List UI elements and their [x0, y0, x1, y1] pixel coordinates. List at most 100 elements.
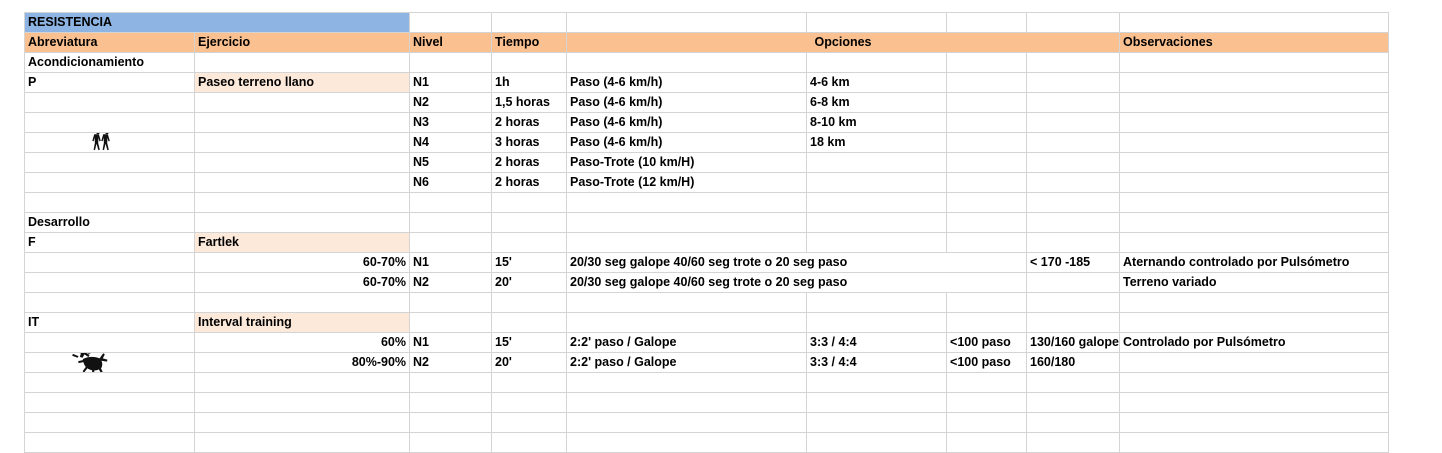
empty-cell[interactable] — [946, 72, 1028, 93]
empty-cell[interactable] — [1119, 112, 1390, 133]
cell-opciones4[interactable]: < 170 -185 — [1026, 252, 1121, 273]
empty-cell[interactable] — [1026, 172, 1121, 193]
empty-cell[interactable] — [193, 92, 411, 113]
empty-cell[interactable] — [946, 312, 1028, 333]
empty-cell[interactable] — [409, 292, 493, 313]
cell-opciones4[interactable]: 130/160 galope — [1026, 332, 1121, 353]
empty-cell[interactable] — [24, 172, 195, 193]
empty-cell[interactable] — [1026, 112, 1121, 133]
empty-cell[interactable] — [1026, 392, 1121, 413]
empty-cell[interactable] — [1026, 212, 1121, 233]
empty-cell[interactable] — [806, 432, 948, 453]
empty-cell[interactable] — [409, 12, 493, 33]
empty-cell[interactable] — [806, 232, 948, 253]
cell-ejercicio[interactable]: Interval training — [193, 312, 411, 333]
empty-cell[interactable] — [946, 112, 1028, 133]
empty-cell[interactable] — [566, 312, 808, 333]
cell-nivel[interactable]: N3 — [409, 112, 493, 133]
empty-cell[interactable] — [566, 232, 808, 253]
cell-tiempo[interactable]: 1h — [491, 72, 568, 93]
cell-observaciones[interactable]: Aternando controlado por Pulsómetro — [1119, 252, 1390, 273]
cell-ejercicio[interactable]: Paseo terreno llano — [193, 72, 411, 93]
empty-cell[interactable] — [1026, 192, 1121, 213]
empty-cell[interactable] — [946, 212, 1028, 233]
cell-abreviatura[interactable]: F — [24, 232, 195, 253]
empty-cell[interactable] — [566, 392, 808, 413]
empty-cell[interactable] — [946, 192, 1028, 213]
empty-cell[interactable] — [1119, 392, 1390, 413]
empty-cell[interactable] — [24, 352, 195, 373]
cell-opciones[interactable]: Paso-Trote (10 km/H) — [566, 152, 808, 173]
empty-cell[interactable] — [193, 52, 411, 73]
empty-cell[interactable] — [491, 292, 568, 313]
empty-cell[interactable] — [24, 132, 195, 153]
empty-cell[interactable] — [566, 412, 808, 433]
empty-cell[interactable] — [1026, 292, 1121, 313]
cell-observaciones[interactable]: Controlado por Pulsómetro — [1119, 332, 1390, 353]
cell-nivel[interactable]: N2 — [409, 352, 493, 373]
cell-opciones2[interactable]: 8-10 km — [806, 112, 948, 133]
empty-cell[interactable] — [193, 152, 411, 173]
empty-cell[interactable] — [1119, 432, 1390, 453]
empty-cell[interactable] — [1119, 352, 1390, 373]
cell-opciones4[interactable]: 160/180 — [1026, 352, 1121, 373]
empty-cell[interactable] — [193, 392, 411, 413]
cell-opciones[interactable]: 20/30 seg galope 40/60 seg trote o 20 se… — [566, 252, 1028, 273]
empty-cell[interactable] — [1026, 52, 1121, 73]
empty-cell[interactable] — [24, 292, 195, 313]
empty-cell[interactable] — [24, 192, 195, 213]
cell-nivel[interactable]: N2 — [409, 272, 493, 293]
empty-cell[interactable] — [24, 252, 195, 273]
cell-abreviatura[interactable]: IT — [24, 312, 195, 333]
cell-opciones[interactable]: Paso-Trote (12 km/H) — [566, 172, 808, 193]
column-header-nivel[interactable]: Nivel — [409, 32, 493, 53]
cell-opciones[interactable]: 2:2' paso / Galope — [566, 332, 808, 353]
empty-cell[interactable] — [24, 372, 195, 393]
cell-nivel[interactable]: N2 — [409, 92, 493, 113]
empty-cell[interactable] — [946, 432, 1028, 453]
empty-cell[interactable] — [409, 312, 493, 333]
empty-cell[interactable] — [806, 12, 948, 33]
empty-cell[interactable] — [1119, 12, 1390, 33]
cell-tiempo[interactable]: 15' — [491, 332, 568, 353]
empty-cell[interactable] — [491, 232, 568, 253]
empty-cell[interactable] — [491, 192, 568, 213]
cell-opciones2[interactable]: 3:3 / 4:4 — [806, 332, 948, 353]
cell-tiempo[interactable]: 20' — [491, 272, 568, 293]
empty-cell[interactable] — [806, 372, 948, 393]
empty-cell[interactable] — [946, 132, 1028, 153]
empty-cell[interactable] — [1119, 232, 1390, 253]
empty-cell[interactable] — [409, 232, 493, 253]
empty-cell[interactable] — [946, 232, 1028, 253]
column-header-opciones[interactable]: Opciones — [566, 32, 1121, 53]
empty-cell[interactable] — [806, 392, 948, 413]
empty-cell[interactable] — [193, 132, 411, 153]
empty-cell[interactable] — [806, 152, 948, 173]
empty-cell[interactable] — [806, 312, 948, 333]
empty-cell[interactable] — [1119, 312, 1390, 333]
cell-nivel[interactable]: N1 — [409, 332, 493, 353]
empty-cell[interactable] — [409, 412, 493, 433]
empty-cell[interactable] — [193, 172, 411, 193]
empty-cell[interactable] — [193, 432, 411, 453]
empty-cell[interactable] — [193, 192, 411, 213]
cell-ejercicio[interactable]: 60-70% — [193, 252, 411, 273]
empty-cell[interactable] — [24, 392, 195, 413]
cell-opciones2[interactable]: 3:3 / 4:4 — [806, 352, 948, 373]
empty-cell[interactable] — [409, 372, 493, 393]
empty-cell[interactable] — [946, 152, 1028, 173]
empty-cell[interactable] — [1119, 52, 1390, 73]
empty-cell[interactable] — [24, 332, 195, 353]
empty-cell[interactable] — [24, 432, 195, 453]
empty-cell[interactable] — [1026, 152, 1121, 173]
empty-cell[interactable] — [193, 412, 411, 433]
empty-cell[interactable] — [24, 152, 195, 173]
empty-cell[interactable] — [1026, 72, 1121, 93]
empty-cell[interactable] — [946, 52, 1028, 73]
cell-tiempo[interactable]: 2 horas — [491, 152, 568, 173]
cell-ejercicio[interactable]: Fartlek — [193, 232, 411, 253]
empty-cell[interactable] — [946, 12, 1028, 33]
empty-cell[interactable] — [1026, 272, 1121, 293]
empty-cell[interactable] — [1119, 292, 1390, 313]
empty-cell[interactable] — [24, 412, 195, 433]
